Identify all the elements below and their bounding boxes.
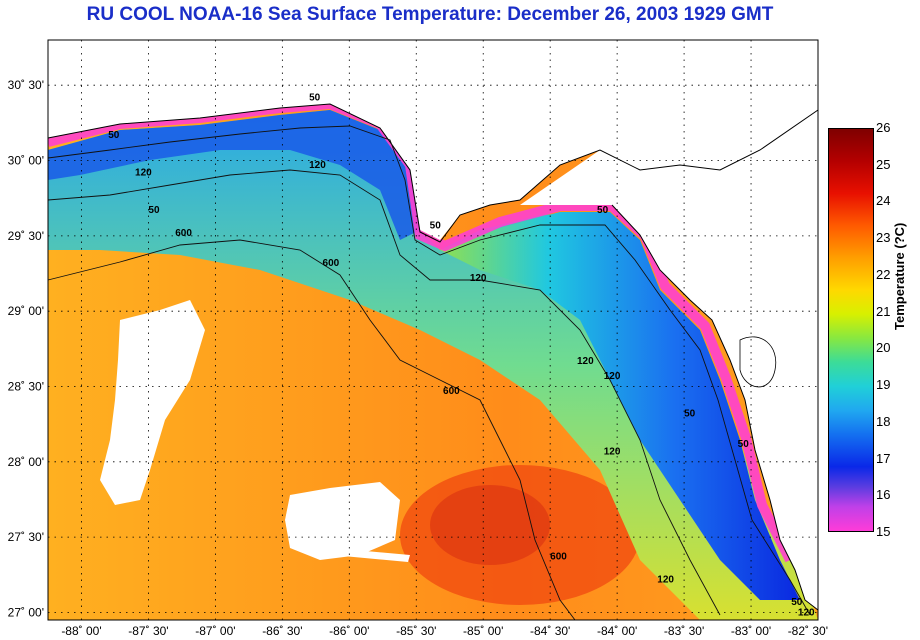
lat-tick-label: 29˚ 30' (8, 229, 44, 243)
contour-depth-label: 600 (550, 552, 567, 563)
contour-depth-label: 50 (791, 597, 803, 608)
contour-depth-label: 120 (657, 574, 674, 585)
contour-depth-label: 600 (175, 228, 192, 239)
colorbar-tick-label: 20 (876, 340, 891, 356)
warm-core-inner (430, 485, 550, 565)
lon-tick-label: -84˚ 00' (597, 624, 637, 638)
lat-lon-grid (48, 40, 819, 620)
lon-tick-label: -86˚ 30' (262, 624, 302, 638)
lon-tick-label: -87˚ 00' (195, 624, 235, 638)
map-title: RU COOL NOAA-16 Sea Surface Temperature:… (86, 4, 774, 25)
colorbar-tick-label: 19 (876, 377, 891, 393)
colorbar-tick-label: 21 (876, 303, 891, 319)
panhandle-nearshore-water (48, 110, 420, 240)
colorbar-tick-label: 16 (876, 487, 891, 503)
cloud-gap-west (100, 300, 205, 505)
colorbar-tick-label: 24 (876, 193, 891, 209)
colorbar-tick-label: 17 (876, 450, 891, 466)
contour-600m (47, 239, 576, 621)
contour-depth-label: 120 (604, 371, 621, 382)
inland-lake-outline (739, 336, 777, 388)
lon-tick-label: -86˚ 00' (329, 624, 369, 638)
colorbar-tick-label: 26 (876, 120, 891, 135)
sst-field (48, 40, 818, 620)
cloud-streak (300, 545, 410, 562)
contour-depth-label: 600 (323, 258, 340, 269)
contour-depth-label: 120 (470, 273, 487, 284)
contour-50m (47, 125, 811, 616)
lat-tick-label: 30˚ 30' (8, 78, 44, 92)
map-frame (47, 39, 819, 621)
contour-120m (47, 169, 721, 616)
coastline (47, 103, 819, 611)
lat-tick-label: 28˚ 30' (8, 379, 44, 393)
lon-tick-label: -84˚ 30' (530, 624, 570, 638)
land-florida-peninsula (520, 110, 818, 610)
colorbar-tick-label: 15 (876, 524, 891, 539)
colorbar-tick-label: 23 (876, 230, 891, 246)
colorbar-gradient (828, 128, 874, 532)
colorbar-label: Temperature (?C) (892, 222, 907, 330)
west-florida-shelf-water (440, 212, 800, 600)
contour-depth-label: 50 (108, 130, 120, 141)
contour-depth-label: 50 (309, 92, 321, 103)
land (48, 40, 818, 610)
contour-depth-label: 50 (597, 205, 609, 216)
lon-tick-label: -85˚ 30' (396, 624, 436, 638)
colorbar (828, 128, 874, 532)
cloud-gap-south (285, 482, 400, 560)
colorbar-tick-label: 18 (876, 413, 891, 429)
contour-depth-label: 120 (604, 446, 621, 457)
colorbar-tick-label: 22 (876, 266, 891, 282)
lon-tick-label: -87˚ 30' (128, 624, 168, 638)
land-northern-coast (48, 40, 818, 240)
lon-tick-label: -85˚ 00' (463, 624, 503, 638)
lat-tick-label: 28˚ 00' (8, 455, 44, 469)
latitude-labels: 30˚ 30' 30˚ 00' 29˚ 30' 29˚ 00' 28˚ 30' 28˚ 0… (8, 78, 44, 619)
colorbar-tick-label: 25 (876, 156, 891, 172)
lon-tick-label: -83˚ 30' (664, 624, 704, 638)
contour-depth-label: 50 (430, 220, 442, 231)
contour-depth-label: 50 (738, 439, 750, 450)
contour-depth-label: 50 (148, 205, 160, 216)
contour-depth-label: 120 (577, 356, 594, 367)
lat-tick-label: 29˚ 00' (8, 304, 44, 318)
contour-depth-label: 50 (684, 409, 696, 420)
lat-tick-label: 27˚ 30' (8, 530, 44, 544)
contour-depth-label: 120 (135, 168, 152, 179)
contour-depth-label: 120 (309, 160, 326, 171)
contour-depth-label: 120 (798, 607, 815, 618)
contour-labels: 5012050600501206005012060050120120501205… (108, 92, 815, 618)
bathymetry-contours (47, 125, 811, 621)
lon-tick-label: -88˚ 00' (61, 624, 101, 638)
lon-tick-label: -82˚ 30' (788, 624, 828, 638)
contour-depth-label: 600 (443, 386, 460, 397)
lat-tick-label: 27˚ 00' (8, 605, 44, 619)
longitude-labels: -88˚ 00' -87˚ 30' -87˚ 00' -86˚ 30' -86˚ 00'… (61, 624, 828, 638)
lat-tick-label: 30˚ 00' (8, 154, 44, 168)
lon-tick-label: -83˚ 00' (731, 624, 771, 638)
